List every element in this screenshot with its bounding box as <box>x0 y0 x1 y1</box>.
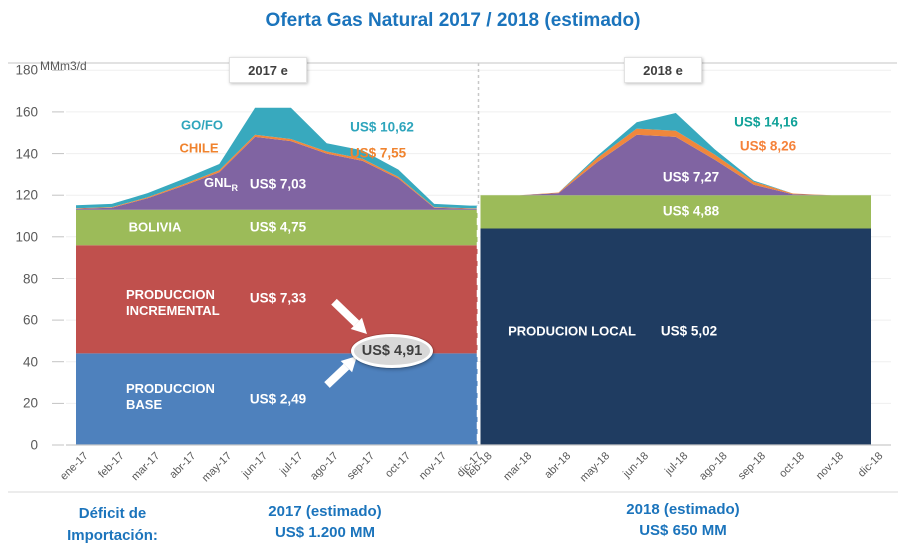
price-label-gnl-2017: US$ 7,03 <box>249 176 307 192</box>
period-box-2018e: 2018 e <box>624 57 702 83</box>
price-label-local-2018: US$ 5,02 <box>660 323 718 339</box>
y-tick-label: 20 <box>22 395 38 411</box>
price-label-bolivia-2018: US$ 4,88 <box>662 203 720 219</box>
series-label-gnl-2017: GNLR <box>204 175 238 193</box>
footer-2018-caption: 2018 (estimado) <box>626 501 740 518</box>
footer-2017-caption: 2017 (estimado) <box>268 503 382 520</box>
footer-2017-total: 2017 (estimado) US$ 1.200 MM <box>245 503 405 541</box>
incremental-line1: PRODUCCION <box>126 287 215 302</box>
y-tick-label: 140 <box>15 146 38 162</box>
price-label-chile-2018: US$ 8,26 <box>739 138 797 154</box>
series-label-chile-2017: CHILE <box>179 140 219 156</box>
price-label-bolivia-2017: US$ 4,75 <box>249 219 307 235</box>
y-axis-unit-label: MMm3/d <box>40 59 87 73</box>
footer-2018-total: 2018 (estimado) US$ 650 MM <box>603 501 763 539</box>
arrow-down-right-icon <box>331 298 367 334</box>
area-2017-bolivia <box>76 209 478 246</box>
area-2018-gofo <box>480 113 871 196</box>
area-2018-bolivia <box>480 195 871 229</box>
price-label-gofo-2017: US$ 10,62 <box>350 119 414 135</box>
series-label-gofo-2017: GO/FO <box>181 117 223 133</box>
period-box-2017e: 2017 e <box>229 57 307 83</box>
callout-value: US$ 4,91 <box>361 343 423 359</box>
y-tick-label: 160 <box>15 104 38 120</box>
chart-title: Oferta Gas Natural 2017 / 2018 (estimado… <box>265 10 641 31</box>
area-2018-local <box>480 228 871 445</box>
gnl-subscript: R <box>231 182 238 193</box>
price-label-gofo-2018: US$ 14,16 <box>734 114 798 130</box>
area-2017-base <box>76 353 478 445</box>
series-label-local-2018: PRODUCION LOCAL <box>508 323 636 339</box>
series-label-incremental-2017: PRODUCCION INCREMENTAL <box>126 287 220 319</box>
series-label-base-2017: PRODUCCION BASE <box>126 381 215 413</box>
y-tick-label: 120 <box>15 187 38 203</box>
y-tick-label: 40 <box>22 354 38 370</box>
footer-2017-amount: US$ 1.200 MM <box>274 524 376 541</box>
gnl-text: GNL <box>204 175 232 191</box>
y-tick-label: 0 <box>30 437 38 453</box>
callout-oval: US$ 4,91 <box>351 334 433 368</box>
price-label-gnl-2018: US$ 7,27 <box>662 169 720 185</box>
y-tick-label: 80 <box>22 271 38 286</box>
area-2017-gnl <box>76 136 478 210</box>
price-label-chile-2017: US$ 7,55 <box>349 145 407 161</box>
deficit-label: Déficit de Importación: <box>40 503 185 547</box>
period-box-2017e-label: 2017 e <box>248 62 288 78</box>
incremental-line2: INCREMENTAL <box>126 303 220 318</box>
arrow-up-right-icon <box>324 356 357 388</box>
area-2017-incremental <box>76 245 478 354</box>
y-tick-label: 100 <box>15 229 38 245</box>
base-line1: PRODUCCION <box>126 381 215 396</box>
footer-2018-amount: US$ 650 MM <box>639 522 727 539</box>
price-label-base-2017: US$ 2,49 <box>249 391 307 407</box>
area-2017-gofo <box>76 107 478 209</box>
deficit-line2: Importación: <box>67 527 158 544</box>
deficit-line1: Déficit de <box>78 505 147 522</box>
y-tick-label: 60 <box>22 312 38 328</box>
price-label-incremental-2017: US$ 7,33 <box>249 290 307 306</box>
area-2018-gnl <box>480 134 871 196</box>
series-label-bolivia-2017: BOLIVIA <box>128 219 182 235</box>
period-box-2018e-label: 2018 e <box>643 62 683 78</box>
y-tick-label: 180 <box>15 62 38 78</box>
base-line2: BASE <box>126 397 163 412</box>
